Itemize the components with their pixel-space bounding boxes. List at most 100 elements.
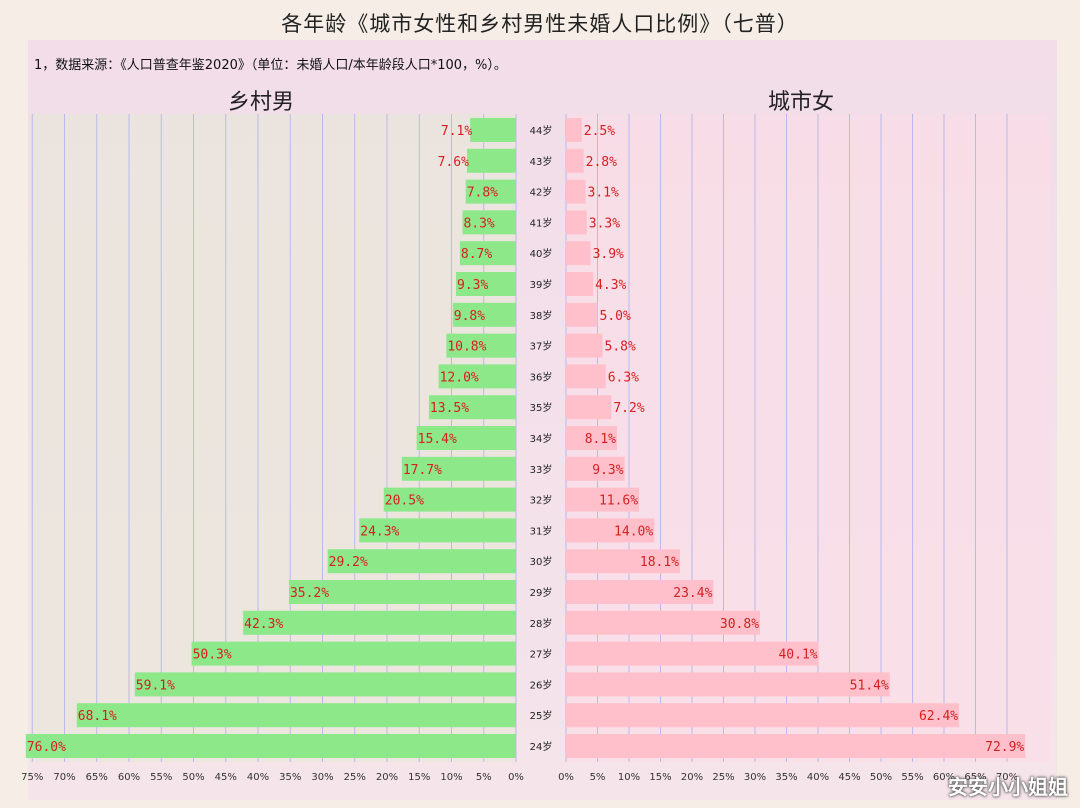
- right-value-label: 72.9%: [985, 740, 1024, 755]
- right-bar: [566, 641, 819, 666]
- right-bar: [566, 302, 598, 327]
- source-note: 1，数据来源：《人口普查年鉴2020》（单位：未婚人口/本年龄段人口*100，%…: [34, 58, 507, 73]
- age-category-label: 34岁: [530, 432, 553, 445]
- left-value-label: 7.1%: [441, 124, 472, 139]
- age-category-label: 24岁: [530, 740, 553, 753]
- age-category-label: 35岁: [530, 401, 553, 414]
- left-tick-label: 65%: [86, 772, 108, 783]
- age-category-label: 31岁: [530, 524, 553, 537]
- right-value-label: 7.2%: [613, 401, 644, 416]
- right-tick-label: 40%: [807, 772, 829, 783]
- right-bar: [566, 148, 584, 173]
- right-tick-label: 25%: [712, 772, 734, 783]
- left-value-label: 20.5%: [385, 494, 424, 509]
- left-tick-label: 0%: [508, 772, 524, 783]
- right-bar: [566, 210, 587, 235]
- right-bar: [566, 426, 618, 450]
- left-bar: [25, 734, 517, 758]
- right-bar: [566, 364, 606, 389]
- left-tick-label: 75%: [21, 772, 43, 783]
- left-value-label: 7.8%: [467, 186, 498, 201]
- left-value-label: 9.8%: [454, 309, 485, 324]
- left-value-label: 12.0%: [440, 370, 479, 385]
- age-category-label: 32岁: [530, 494, 553, 507]
- left-bar: [416, 426, 516, 450]
- age-category-label: 27岁: [530, 648, 553, 661]
- left-tick-label: 40%: [247, 772, 269, 783]
- left-tick-label: 60%: [118, 772, 140, 783]
- left-tick-label: 5%: [476, 772, 492, 783]
- left-value-label: 17.7%: [403, 463, 442, 478]
- right-bar: [566, 487, 640, 512]
- left-bar: [191, 641, 516, 666]
- left-tick-label: 50%: [182, 772, 204, 783]
- right-value-label: 30.8%: [720, 617, 759, 632]
- left-tick-label: 30%: [311, 772, 333, 783]
- right-value-label: 40.1%: [778, 648, 817, 663]
- right-value-label: 4.3%: [595, 278, 626, 293]
- left-tick-label: 70%: [53, 772, 75, 783]
- left-tick-label: 10%: [440, 772, 462, 783]
- right-bar: [566, 549, 681, 574]
- left-tick-label: 25%: [344, 772, 366, 783]
- left-value-label: 29.2%: [329, 555, 368, 570]
- right-value-label: 8.1%: [585, 432, 616, 447]
- left-bar: [462, 210, 516, 235]
- left-bar: [401, 456, 516, 481]
- right-value-label: 3.3%: [589, 216, 620, 231]
- right-value-label: 18.1%: [640, 555, 679, 570]
- age-category-label: 38岁: [530, 309, 553, 322]
- right-tick-label: 0%: [558, 772, 574, 783]
- right-bar: [566, 518, 655, 543]
- left-bar: [383, 487, 516, 512]
- right-value-label: 62.4%: [919, 709, 958, 724]
- right-bar: [566, 395, 612, 420]
- left-bar: [438, 364, 516, 389]
- left-bar: [459, 241, 516, 266]
- left-value-label: 8.3%: [463, 216, 494, 231]
- right-value-label: 3.9%: [593, 247, 624, 262]
- left-bar: [76, 703, 516, 728]
- right-bar: [566, 610, 761, 635]
- left-series-title: 乡村男: [228, 90, 295, 115]
- right-tick-label: 30%: [744, 772, 766, 783]
- left-bar: [456, 272, 516, 296]
- left-tick-label: 35%: [279, 772, 301, 783]
- left-value-label: 7.6%: [438, 155, 469, 170]
- left-value-label: 35.2%: [290, 586, 329, 601]
- right-value-label: 14.0%: [614, 524, 653, 539]
- right-tick-label: 15%: [649, 772, 671, 783]
- left-bar: [359, 518, 516, 543]
- age-category-label: 26岁: [530, 678, 553, 691]
- right-value-label: 2.5%: [584, 124, 615, 139]
- left-bar: [288, 580, 516, 604]
- left-value-label: 10.8%: [447, 340, 486, 355]
- left-value-label: 68.1%: [78, 709, 117, 724]
- left-value-label: 13.5%: [430, 401, 469, 416]
- age-category-label: 43岁: [530, 155, 553, 168]
- left-bar: [470, 118, 516, 142]
- left-bar: [134, 672, 516, 697]
- left-bar: [446, 333, 516, 358]
- left-value-label: 42.3%: [244, 617, 283, 632]
- left-tick-label: 55%: [150, 772, 172, 783]
- left-tick-label: 45%: [215, 772, 237, 783]
- right-tick-label: 50%: [870, 772, 892, 783]
- age-category-label: 41岁: [530, 216, 553, 229]
- left-value-label: 50.3%: [193, 648, 232, 663]
- right-tick-label: 70%: [996, 772, 1018, 783]
- right-tick-label: 65%: [964, 772, 986, 783]
- left-bar: [428, 395, 516, 420]
- right-bar: [566, 179, 586, 204]
- right-value-label: 3.1%: [588, 186, 619, 201]
- left-tick-label: 20%: [376, 772, 398, 783]
- right-bar: [566, 703, 960, 728]
- right-bar: [566, 672, 890, 697]
- right-bar: [566, 272, 594, 296]
- age-category-label: 25岁: [530, 709, 553, 722]
- left-bar: [243, 610, 517, 635]
- age-category-label: 30岁: [530, 555, 553, 568]
- right-tick-label: 55%: [901, 772, 923, 783]
- right-tick-label: 20%: [681, 772, 703, 783]
